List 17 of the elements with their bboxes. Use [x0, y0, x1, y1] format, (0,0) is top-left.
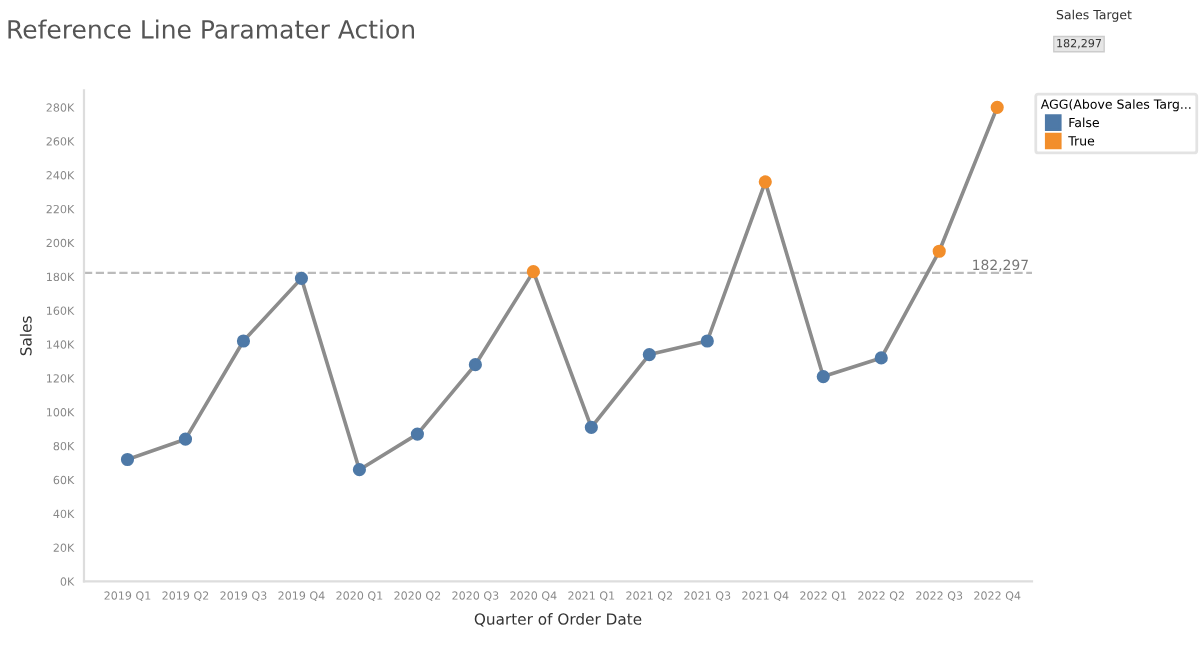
- chart-title: Reference Line Paramater Action: [8, 19, 414, 39]
- point: [990, 100, 1004, 114]
- point: [874, 351, 888, 365]
- point: [236, 334, 251, 348]
- point: [932, 244, 946, 258]
- point: [294, 271, 309, 285]
- point: [352, 463, 366, 477]
- point: [700, 334, 714, 348]
- point: [178, 432, 193, 446]
- point: [410, 427, 424, 441]
- point: [642, 347, 656, 362]
- point: [120, 452, 135, 467]
- point: [468, 358, 482, 372]
- point: [816, 369, 830, 384]
- point: [584, 420, 598, 434]
- point: [758, 175, 772, 189]
- point: [526, 265, 540, 279]
